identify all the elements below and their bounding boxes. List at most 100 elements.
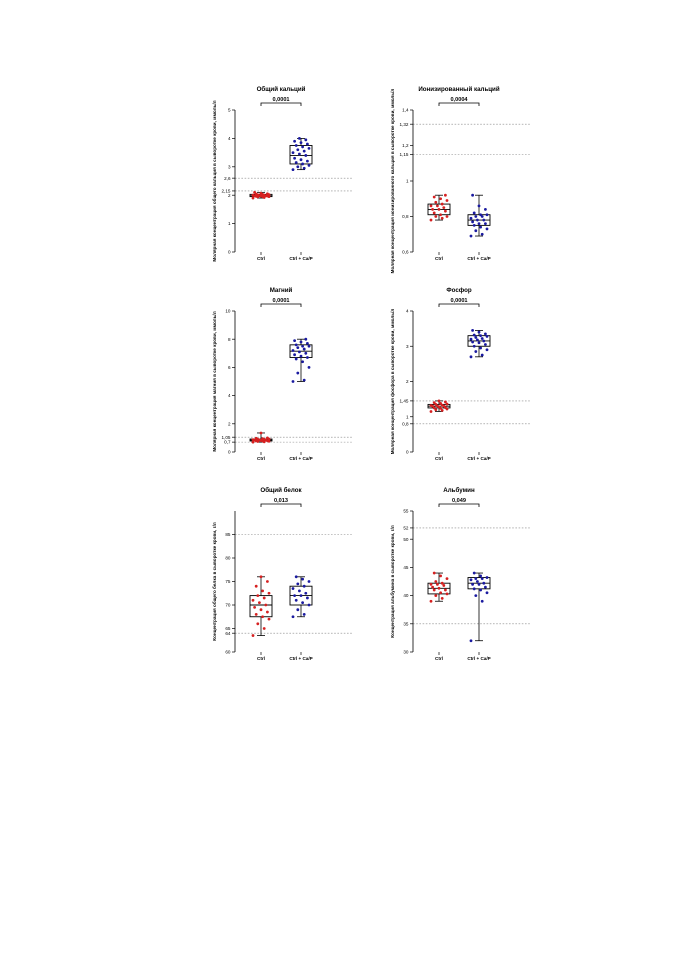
data-point [299, 340, 303, 344]
y-tick-label: 3 [228, 164, 231, 169]
data-point [469, 216, 473, 220]
data-point [439, 213, 442, 217]
data-point [484, 222, 487, 226]
y-tick-label: 4 [406, 309, 409, 314]
data-point [444, 209, 447, 213]
data-point [482, 218, 486, 222]
data-point [302, 378, 306, 382]
y-tick-label: 6 [228, 365, 231, 370]
data-point [480, 577, 484, 581]
data-point [432, 588, 436, 592]
chart-title: Общий белок [260, 487, 302, 494]
data-point [267, 617, 271, 621]
data-point [294, 161, 298, 164]
data-point [298, 152, 301, 156]
data-point [304, 591, 308, 595]
data-point [480, 232, 484, 236]
data-point [302, 347, 306, 351]
data-point [256, 622, 260, 626]
y-tick-label: 0,8 [402, 421, 409, 426]
y-tick-label: 0 [228, 250, 231, 255]
data-point [298, 137, 301, 140]
data-point [472, 333, 476, 337]
data-point [444, 400, 447, 404]
data-point [293, 339, 296, 343]
data-point [256, 594, 260, 597]
data-point [302, 166, 306, 170]
data-point [296, 165, 300, 169]
data-point [253, 605, 256, 609]
data-point [254, 584, 258, 588]
chart-panel-1: Ионизированный кальций Молярная концентра… [390, 86, 531, 273]
data-point [296, 346, 300, 350]
data-point [301, 344, 304, 348]
data-point [294, 575, 298, 579]
data-point [261, 589, 264, 593]
data-point [474, 229, 478, 233]
data-point [439, 574, 442, 578]
y-tick-label: 1,45 [400, 398, 409, 403]
data-point [439, 197, 442, 201]
y-axis-label: Концентрация альбумина в сыворотке крови… [389, 525, 395, 637]
chart-title: Магний [270, 287, 293, 294]
data-point [302, 149, 306, 153]
data-point [431, 585, 434, 589]
data-point [436, 204, 439, 208]
data-point [291, 168, 295, 172]
data-point [445, 402, 449, 406]
data-point [472, 587, 476, 591]
data-point [471, 340, 474, 344]
p-value-label: 0,013 [274, 498, 288, 504]
data-point [479, 588, 482, 592]
data-point [432, 195, 436, 199]
data-point [306, 596, 309, 600]
chart-title: Альбумин [443, 487, 475, 494]
data-point [444, 193, 447, 197]
data-point [296, 608, 300, 612]
data-point [432, 401, 436, 405]
data-point [259, 575, 263, 579]
x-tick-label: Ctrl [257, 456, 265, 461]
y-tick-label: 2 [406, 379, 409, 384]
data-point [471, 328, 474, 332]
p-value-label: 0,049 [452, 498, 466, 504]
x-tick-label: Ctrl [257, 656, 265, 661]
data-point [293, 156, 296, 160]
data-point [262, 627, 266, 630]
x-tick-label: Ctrl + Ca/P [467, 256, 490, 261]
data-point [484, 585, 487, 589]
data-point [262, 596, 266, 600]
data-point [307, 366, 311, 369]
y-tick-label: 2,15 [222, 189, 231, 194]
data-point [479, 334, 482, 338]
data-point [294, 598, 298, 602]
data-point [291, 380, 295, 383]
data-point [484, 343, 487, 346]
y-tick-label: 4 [228, 136, 231, 141]
data-point [472, 344, 476, 348]
data-point [251, 196, 255, 200]
data-point [432, 211, 436, 215]
x-tick-label: Ctrl [257, 256, 265, 261]
box-0 [249, 595, 273, 618]
data-point [304, 351, 308, 355]
data-point [266, 580, 269, 583]
chart-panel-2: Магний Молярная концентрация магния в сыв… [212, 287, 353, 461]
data-point [477, 204, 481, 208]
data-point [293, 139, 296, 143]
data-point [307, 580, 311, 583]
data-point [429, 204, 433, 208]
data-point [294, 343, 298, 347]
data-point [479, 574, 482, 578]
y-tick-label: 8 [228, 337, 231, 342]
data-point [298, 589, 301, 593]
data-point [304, 154, 308, 157]
significance-bracket [260, 102, 302, 106]
data-point [472, 211, 476, 215]
data-point [479, 225, 482, 229]
data-point [439, 591, 442, 595]
y-tick-label: 35 [403, 621, 409, 626]
data-point [476, 580, 479, 583]
y-axis-label: Концентрация общего белка в сыворотке кр… [211, 522, 217, 641]
data-point [445, 577, 449, 581]
